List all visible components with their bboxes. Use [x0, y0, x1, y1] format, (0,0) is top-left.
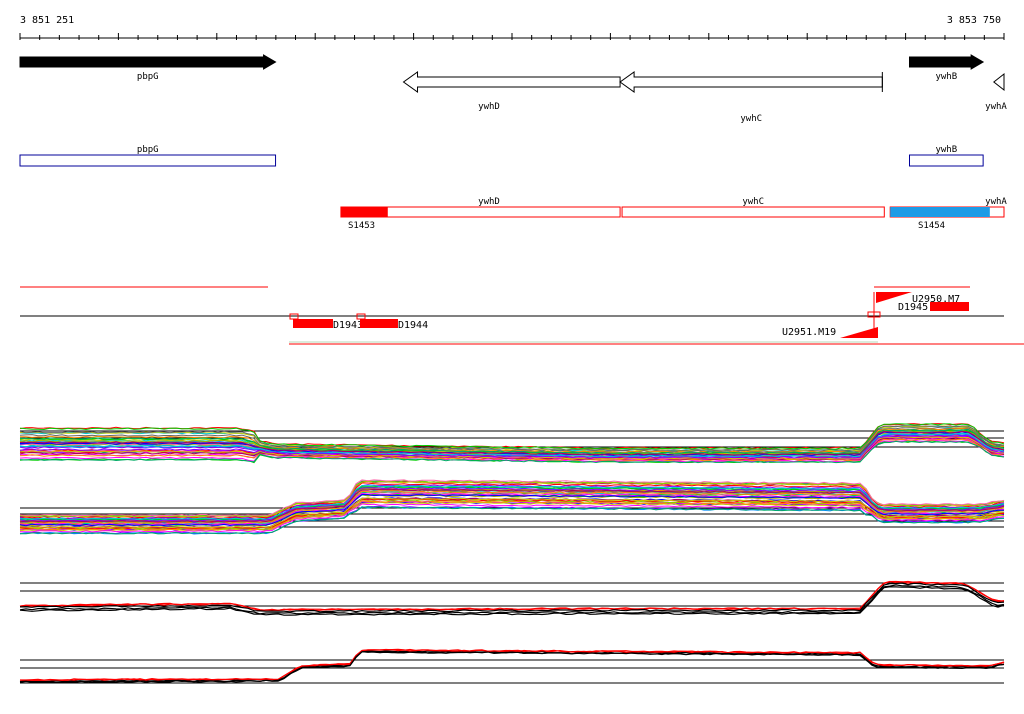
feature-d1944[interactable]	[360, 319, 398, 328]
profile-line	[19, 497, 1005, 529]
feature-d1943-label: D1943	[333, 320, 363, 331]
gene-label: pbpG	[137, 72, 159, 82]
gene-label: ywhB	[935, 72, 957, 82]
blue-box-outline[interactable]	[19, 154, 277, 167]
profile-line	[19, 480, 1005, 518]
profile-line	[19, 487, 1005, 522]
gene-ywhd[interactable]: ywhD	[402, 71, 621, 112]
red-box-ywhc[interactable]: ywhC	[621, 197, 885, 218]
gene-pbpg[interactable]: pbpG	[19, 54, 277, 82]
profile-line	[19, 436, 1005, 460]
gene-ywhc[interactable]: ywhC	[619, 71, 883, 124]
coordinate-ruler: 3 851 251 3 853 750	[19, 15, 1005, 40]
gene-label: ywhC	[740, 114, 762, 124]
profile-line	[19, 490, 1005, 524]
segment-label: S1453	[348, 221, 375, 231]
blue-box-pbpg[interactable]: pbpG	[19, 145, 277, 167]
profile-line	[20, 427, 1005, 454]
feature-track: D1943 D1944 U2950.M7 D1945 U2951.M19	[20, 286, 1024, 345]
feature-d1943[interactable]	[293, 319, 333, 328]
red-box-track: S1453 ywhD ywhC S1454 ywhA	[340, 197, 1007, 231]
feature-u2950-label: U2950.M7	[912, 294, 960, 305]
gene-shape[interactable]	[19, 54, 277, 70]
profile-line	[19, 506, 1005, 535]
ruler-end-label: 3 853 750	[947, 15, 1001, 26]
profile-line	[19, 440, 1005, 464]
gene-ywha[interactable]: ywhA	[985, 72, 1007, 112]
profile-line	[19, 479, 1005, 517]
profile-line	[19, 423, 1005, 450]
red-box-ywhd[interactable]: S1453 ywhD	[340, 197, 621, 231]
gene-label: ywhA	[985, 102, 1007, 112]
profile-line	[19, 501, 1005, 532]
profile-line	[19, 430, 1005, 456]
red-box-outline[interactable]	[621, 206, 885, 218]
profile-line	[19, 586, 1005, 616]
red-box-label: ywhC	[742, 197, 764, 207]
segment-fill[interactable]	[890, 207, 990, 217]
profile-line	[19, 428, 1005, 454]
profile-line	[20, 503, 1005, 533]
expression-profile-panel-1	[19, 423, 1005, 464]
gene-track: pbpG ywhD ywhC ywhB ywhA	[19, 54, 1007, 124]
profile-line	[19, 484, 1005, 521]
profile-line	[19, 439, 1005, 463]
feature-d1945-label: D1945	[898, 302, 928, 313]
gene-shape[interactable]	[993, 72, 1005, 92]
expression-profile-panel-4	[19, 648, 1005, 684]
profile-line	[19, 489, 1005, 524]
profile-line	[19, 493, 1004, 527]
profile-line	[19, 650, 1005, 683]
expression-profile-panel-2	[19, 479, 1005, 535]
profile-line	[19, 651, 1005, 683]
expression-profile-panel-3	[19, 580, 1005, 616]
segment-label: S1454	[918, 221, 945, 231]
red-box-label: ywhA	[985, 197, 1007, 207]
gene-ywhb[interactable]: ywhB	[908, 54, 985, 82]
profile-line	[19, 582, 1005, 613]
ruler-ticks	[19, 33, 1005, 40]
blue-box-label: ywhB	[935, 145, 957, 155]
gene-shape[interactable]	[402, 71, 621, 93]
blue-box-outline[interactable]	[908, 154, 984, 167]
feature-u2951-triangle[interactable]	[840, 327, 878, 338]
gene-shape[interactable]	[908, 54, 985, 70]
red-box-ywha[interactable]: S1454 ywhA	[889, 197, 1007, 231]
profile-line	[19, 435, 1005, 459]
feature-d1944-label: D1944	[398, 320, 428, 331]
ruler-start-label: 3 851 251	[20, 15, 74, 26]
gene-shape[interactable]	[619, 71, 883, 93]
profile-line	[19, 425, 1005, 452]
feature-u2950-triangle[interactable]	[876, 292, 912, 303]
segment-fill[interactable]	[340, 207, 388, 217]
red-box-label: ywhD	[478, 197, 500, 207]
profile-line	[19, 650, 1005, 684]
blue-box-ywhb[interactable]: ywhB	[908, 145, 984, 167]
profile-line	[20, 648, 1005, 682]
profile-line	[19, 432, 1005, 458]
profile-line	[19, 580, 1005, 611]
blue-box-track: pbpG ywhB	[19, 145, 984, 167]
blue-box-label: pbpG	[137, 145, 159, 155]
gene-label: ywhD	[478, 102, 500, 112]
feature-u2951-label: U2951.M19	[782, 327, 836, 338]
feature-d1945[interactable]	[930, 302, 969, 311]
profile-line	[19, 488, 1005, 523]
